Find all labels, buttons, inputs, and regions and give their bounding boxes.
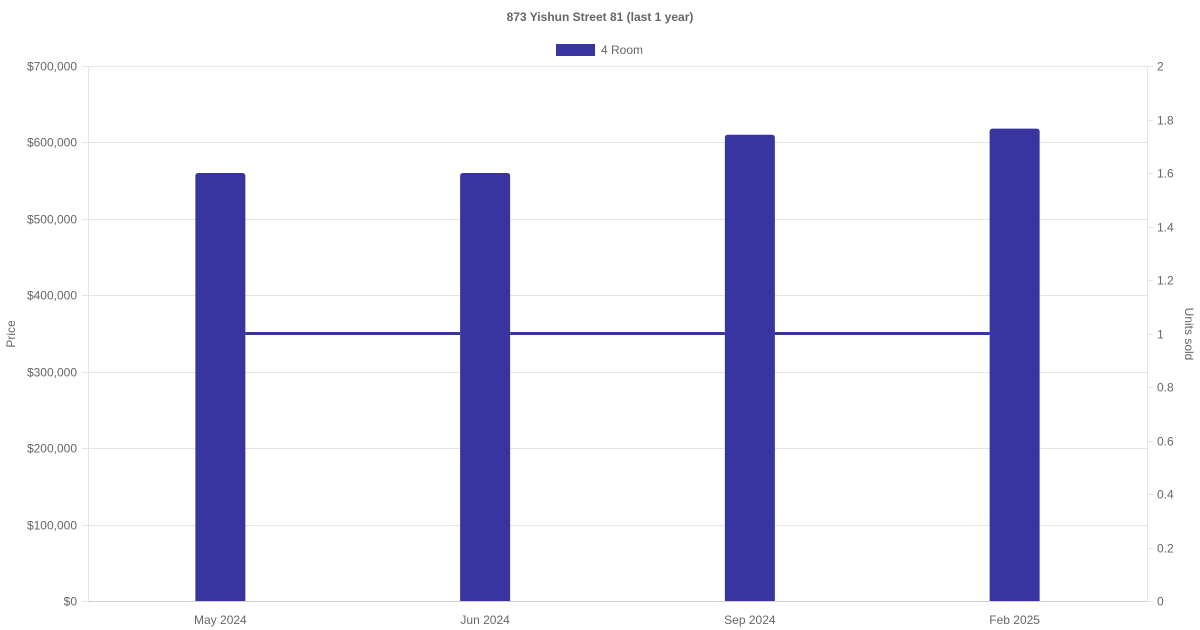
right-tick-label: 2 xyxy=(1157,60,1164,74)
left-axis-ticks: $0 $100,000 $200,000 $300,000 $400,000 $500,0… xyxy=(27,60,88,609)
right-axis-title: Units sold xyxy=(1182,308,1196,361)
bar-4-room[interactable] xyxy=(724,134,775,602)
right-tick-label: 0.8 xyxy=(1157,381,1174,395)
left-tick-label: $400,000 xyxy=(27,289,77,303)
right-axis-ticks: 0 0.2 0.4 0.6 0.8 1 1.2 1.4 1.6 1.8 2 xyxy=(1147,60,1174,609)
right-tick-label: 1.8 xyxy=(1157,114,1174,128)
left-tick-label: $600,000 xyxy=(27,136,77,150)
right-tick-label: 0 xyxy=(1157,595,1164,609)
right-tick-label: 1.4 xyxy=(1157,221,1174,235)
bar-4-room[interactable] xyxy=(195,173,246,601)
bar-4-room[interactable] xyxy=(989,128,1040,601)
chart-title: 873 Yishun Street 81 (last 1 year) xyxy=(507,10,694,24)
right-tick-label: 0.4 xyxy=(1157,488,1174,502)
x-tick-label: Feb 2025 xyxy=(989,613,1040,627)
legend-swatch-4-room[interactable] xyxy=(556,44,595,56)
left-tick-label: $200,000 xyxy=(27,442,77,456)
legend[interactable]: 4 Room xyxy=(556,43,643,57)
x-tick-label: May 2024 xyxy=(194,613,247,627)
right-tick-label: 1.6 xyxy=(1157,167,1174,181)
bar-series xyxy=(195,128,1040,602)
axes xyxy=(88,66,1148,602)
gridlines xyxy=(88,66,1147,602)
left-axis-title: Price xyxy=(4,320,18,348)
legend-label-4-room[interactable]: 4 Room xyxy=(601,43,643,57)
left-tick-label: $300,000 xyxy=(27,366,77,380)
x-axis-ticks: May 2024 Jun 2024 Sep 2024 Feb 2025 xyxy=(194,613,1040,627)
right-tick-label: 1.2 xyxy=(1157,274,1174,288)
left-tick-label: $0 xyxy=(64,595,78,609)
left-tick-label: $700,000 xyxy=(27,60,77,74)
right-tick-label: 0.2 xyxy=(1157,542,1174,556)
right-tick-label: 0.6 xyxy=(1157,435,1174,449)
bar-4-room[interactable] xyxy=(460,173,511,601)
left-tick-label: $500,000 xyxy=(27,213,77,227)
left-tick-label: $100,000 xyxy=(27,519,77,533)
right-tick-label: 1 xyxy=(1157,328,1164,342)
x-tick-label: Sep 2024 xyxy=(724,613,776,627)
x-tick-label: Jun 2024 xyxy=(460,613,510,627)
